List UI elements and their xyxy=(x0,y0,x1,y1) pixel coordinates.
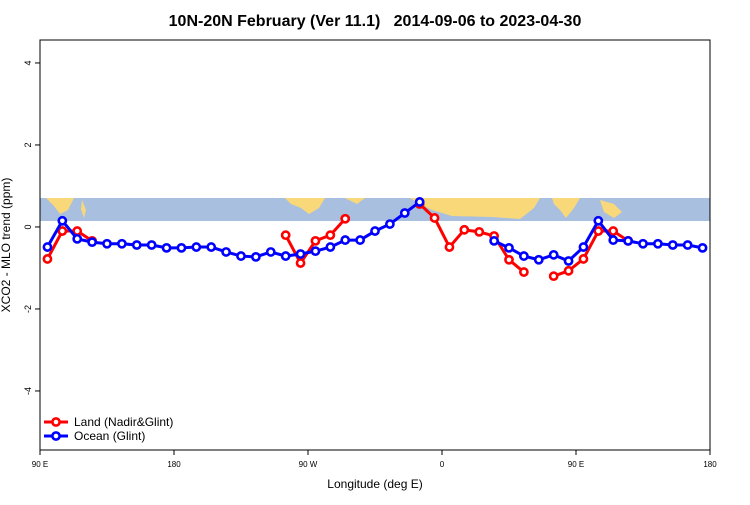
data-point xyxy=(638,238,648,249)
data-point xyxy=(593,215,604,226)
data-point xyxy=(504,242,514,253)
data-point xyxy=(489,235,500,246)
y-tick-label: -2 xyxy=(23,305,33,313)
data-point xyxy=(623,235,634,246)
x-tick-label: 90 E xyxy=(568,460,584,469)
data-point xyxy=(116,238,127,249)
data-point xyxy=(504,254,514,265)
data-point xyxy=(414,197,425,207)
y-tick-label: -4 xyxy=(23,387,33,395)
data-point xyxy=(206,242,217,252)
data-point xyxy=(340,235,351,245)
data-point xyxy=(295,249,306,259)
data-point xyxy=(87,237,98,248)
data-point xyxy=(191,242,202,252)
x-axis-label: Longitude (deg E) xyxy=(327,477,422,491)
legend-marker xyxy=(51,431,61,441)
data-point xyxy=(310,235,321,246)
y-tick-label: 2 xyxy=(23,142,33,147)
data-point xyxy=(667,240,678,250)
data-point xyxy=(161,242,172,253)
data-point xyxy=(563,265,574,276)
data-point xyxy=(250,251,261,262)
plot-frame xyxy=(39,39,711,451)
data-point xyxy=(518,267,529,277)
legend: Land (Nadir&Glint)Ocean (Glint) xyxy=(44,415,173,443)
x-tick-label: 90 W xyxy=(299,460,318,469)
data-point xyxy=(548,271,559,282)
data-point xyxy=(682,240,693,250)
data-point xyxy=(563,256,574,266)
y-tick-label: 4 xyxy=(23,60,33,65)
data-point xyxy=(429,213,440,223)
data-point xyxy=(652,238,663,249)
data-point xyxy=(697,242,708,253)
data-point xyxy=(444,242,455,252)
data-point xyxy=(578,254,589,264)
data-point xyxy=(265,247,276,257)
data-point xyxy=(221,247,232,257)
data-point xyxy=(384,219,395,229)
data-point xyxy=(236,251,246,261)
data-point xyxy=(57,215,68,226)
data-point xyxy=(146,240,157,250)
data-point xyxy=(340,213,351,224)
data-point xyxy=(310,246,321,257)
data-point xyxy=(325,230,336,241)
map-strip xyxy=(40,198,710,221)
data-point xyxy=(533,254,544,265)
data-point xyxy=(608,235,619,245)
data-point xyxy=(399,208,410,218)
data-point xyxy=(295,258,306,268)
x-tick-label: 180 xyxy=(703,460,717,469)
data-point xyxy=(72,233,83,244)
legend-label: Ocean (Glint) xyxy=(74,429,145,443)
legend-label: Land (Nadir&Glint) xyxy=(74,415,173,429)
data-point xyxy=(355,235,366,245)
data-point xyxy=(280,251,291,261)
data-point xyxy=(474,226,485,237)
x-tick-label: 90 E xyxy=(32,460,48,469)
data-point xyxy=(548,249,559,260)
data-point xyxy=(370,226,380,236)
data-point xyxy=(280,230,291,241)
x-tick-label: 180 xyxy=(167,460,181,469)
y-tick-label: 0 xyxy=(23,224,33,229)
data-point xyxy=(131,240,142,250)
data-point xyxy=(593,226,604,236)
data-point xyxy=(42,242,53,252)
data-point xyxy=(578,242,589,252)
data-point xyxy=(459,224,470,235)
data-point xyxy=(518,251,529,261)
data-point xyxy=(325,242,336,252)
x-tick-label: 0 xyxy=(440,460,445,469)
chart-title: 10N-20N February (Ver 11.1) 2014-09-06 t… xyxy=(169,13,582,30)
data-point xyxy=(42,254,53,264)
data-point xyxy=(102,238,112,249)
data-point xyxy=(57,226,68,236)
data-point xyxy=(176,242,187,253)
data-point xyxy=(608,226,619,236)
y-axis-label: XCO2 - MLO trend (ppm) xyxy=(0,178,13,313)
legend-marker xyxy=(51,417,61,427)
